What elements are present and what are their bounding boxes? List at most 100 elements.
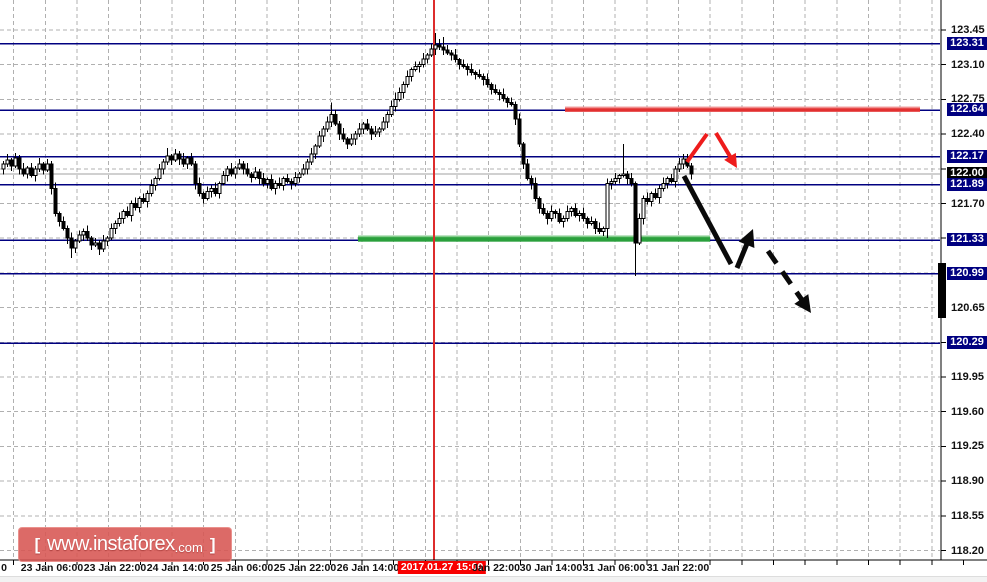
candle-body <box>473 72 478 76</box>
candle-body <box>501 93 506 99</box>
candle-body <box>21 168 26 175</box>
candle-body <box>321 128 326 137</box>
candle-body <box>169 155 174 161</box>
candle-body <box>325 121 330 130</box>
price-tag-122.17[interactable]: 122.17 <box>947 149 987 163</box>
candle-body <box>673 168 678 183</box>
candle-body <box>245 168 250 175</box>
candle-body <box>533 183 538 200</box>
price-tag-122.00[interactable]: 122.00 <box>947 166 987 180</box>
candle-body <box>585 217 590 224</box>
support-line-highlight <box>358 235 710 238</box>
time-axis-label: 25 Jan 06:00 <box>210 562 274 574</box>
candle-body <box>553 210 558 214</box>
candle-body <box>477 74 482 78</box>
candle-body <box>549 210 554 219</box>
candle-body <box>605 183 610 229</box>
candle-body <box>61 220 66 229</box>
price-axis-label: 118.55 <box>951 509 985 522</box>
candle-body <box>349 138 354 145</box>
candle-body <box>197 183 202 195</box>
price-tag-120.29[interactable]: 120.29 <box>947 336 987 350</box>
candle-body <box>41 163 46 171</box>
candle-body <box>601 227 606 232</box>
candle-body <box>365 123 370 130</box>
black-trend-arrow <box>681 174 734 266</box>
time-axis-label: 26 Jan 14:00 <box>336 562 400 574</box>
candle-body <box>641 198 646 219</box>
price-axis-label: 119.25 <box>951 440 985 453</box>
price-axis-label: 121.70 <box>951 197 985 210</box>
candle-body <box>309 153 314 163</box>
candle-body <box>5 159 10 165</box>
candle-body <box>233 167 238 175</box>
candle-body <box>437 44 442 48</box>
price-tag-120.99[interactable]: 120.99 <box>947 266 987 280</box>
candle-body <box>77 234 82 242</box>
logo-bracket-right: ] <box>209 534 216 554</box>
trend-annotations <box>681 131 811 313</box>
candle-body <box>57 212 62 222</box>
candle-body <box>105 237 110 242</box>
candle-body <box>597 227 602 232</box>
candle-body <box>573 207 578 216</box>
candle-body <box>277 183 282 187</box>
candle-body <box>173 153 178 161</box>
arrowhead <box>794 294 811 313</box>
candle-body <box>117 217 122 224</box>
candle-body <box>517 118 522 145</box>
candle-body <box>65 227 70 239</box>
candle-body <box>185 157 190 165</box>
candle-body <box>369 128 374 135</box>
candle-body <box>37 163 42 170</box>
candle-body <box>285 178 290 183</box>
candle-body <box>425 54 430 60</box>
candle-body <box>561 217 566 222</box>
candle-body <box>429 48 434 56</box>
candle-body <box>617 175 622 180</box>
candle-body <box>529 178 534 185</box>
candle-body <box>557 212 562 222</box>
gridlines <box>0 0 940 560</box>
candle-body <box>109 227 114 239</box>
time-axis-label: 23 Jan 06:00 <box>20 562 84 574</box>
candle-body <box>621 173 626 177</box>
candle-body <box>541 207 546 214</box>
candle-body <box>213 188 218 195</box>
time-tag-highlight[interactable]: 2017.01.27 15:00 <box>397 561 487 574</box>
price-tag-121.89[interactable]: 121.89 <box>947 177 987 191</box>
candle-body <box>201 193 206 200</box>
candle-body <box>133 203 138 208</box>
candle-body <box>141 198 146 203</box>
time-axis-label: 23 Jan 22:00 <box>83 562 147 574</box>
price-tag-122.64[interactable]: 122.64 <box>947 103 987 117</box>
time-axis-label: Jan 22:00 <box>472 562 520 574</box>
candle-body <box>361 123 366 130</box>
logo-domain: www.instaforex <box>47 533 175 555</box>
candle-body <box>137 198 142 208</box>
candle-body <box>405 76 410 86</box>
candle-body <box>521 143 526 165</box>
black-trend-arrow <box>765 249 806 304</box>
resistance-line-highlight <box>565 106 920 109</box>
candle-body <box>461 64 466 68</box>
candle-body <box>45 163 50 171</box>
candle-body <box>681 158 686 165</box>
price-axis-label: 123.10 <box>951 58 985 71</box>
price-tag-123.31[interactable]: 123.31 <box>947 36 987 50</box>
time-axis-label: 30 Jan 14:00 <box>519 562 583 574</box>
candle-body <box>73 240 78 249</box>
price-axis-scroll-indicator <box>938 263 946 318</box>
candle-body <box>341 133 346 140</box>
instaforex-logo[interactable]: [ www.instaforex .com ] <box>18 527 232 562</box>
logo-bracket-left: [ <box>34 534 41 554</box>
logo-tld: .com <box>174 539 203 555</box>
candle-body <box>265 179 270 185</box>
candle-body <box>113 222 118 229</box>
candle-body <box>613 178 618 183</box>
price-tag-121.33[interactable]: 121.33 <box>947 233 987 247</box>
candle-body <box>153 178 158 187</box>
candle-body <box>413 66 418 71</box>
